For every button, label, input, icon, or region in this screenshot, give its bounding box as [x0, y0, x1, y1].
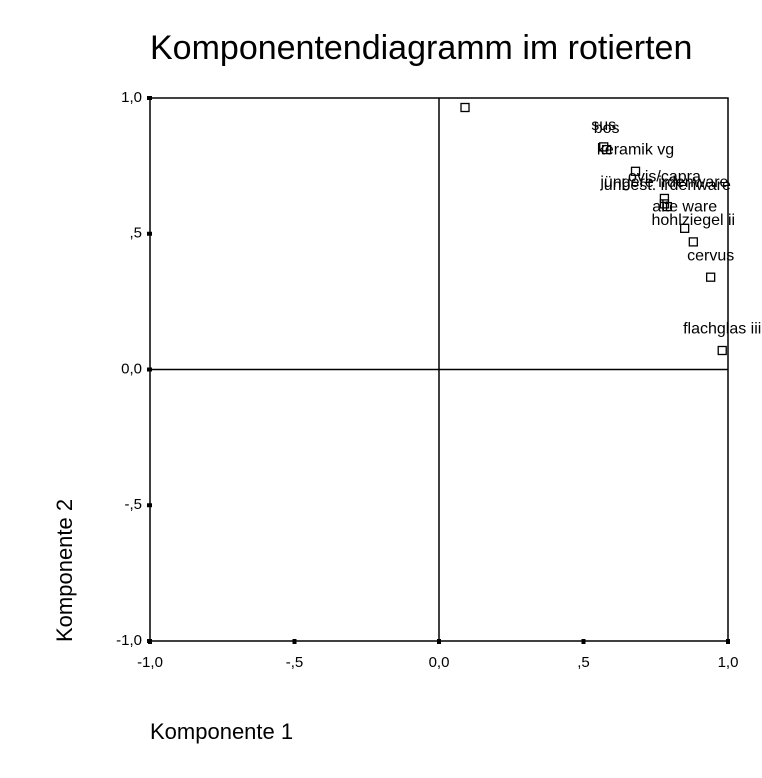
x-tick-label: 0,0 — [429, 654, 450, 671]
y-tick-label: ,5 — [129, 225, 142, 242]
x-tick-label: ,5 — [577, 654, 590, 671]
point-label: alte ware — [652, 199, 717, 216]
x-axis-title: Komponente 1 — [150, 719, 293, 744]
point-label: keramik vg — [597, 142, 674, 159]
point — [662, 201, 672, 212]
x-tick-label: -1,0 — [137, 654, 163, 671]
point-label: cervus — [687, 247, 734, 264]
y-tick-label: 1,0 — [121, 89, 142, 106]
y-tick-label: -1,0 — [116, 632, 142, 649]
point — [630, 166, 641, 176]
point-label: hohlziegel ii — [652, 212, 736, 229]
point-label: unbest. irdenware — [604, 177, 731, 194]
point-label: sus — [591, 117, 616, 134]
point — [601, 144, 612, 155]
y-tick-label: 0,0 — [121, 360, 142, 377]
point — [688, 237, 698, 247]
point — [680, 223, 690, 233]
x-tick-label: 1,0 — [718, 654, 739, 671]
chart-title: Komponentendiagramm im rotierten — [150, 29, 692, 67]
y-tick-label: -,5 — [124, 496, 142, 513]
point — [659, 199, 670, 209]
point-label: jüngere irdenware — [599, 174, 728, 191]
point — [706, 272, 716, 282]
point — [460, 102, 470, 113]
point-label: ovis/capra — [628, 169, 701, 186]
x-tick-label: -,5 — [286, 654, 304, 671]
y-axis-title: Komponente 2 — [52, 499, 77, 642]
point — [717, 345, 727, 356]
point-label: bos — [594, 120, 620, 137]
point-label: flachglas iii — [683, 321, 761, 338]
point — [599, 142, 609, 152]
